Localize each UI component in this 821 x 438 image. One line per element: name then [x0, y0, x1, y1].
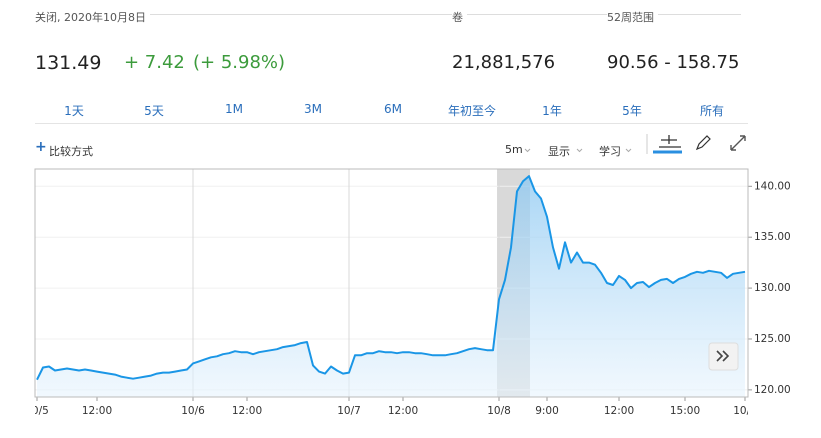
x-labels: 10/5 12:00 10/6 12:00 10/7 12:00 10/8 9:00 12:00… — [25, 405, 757, 417]
volume-label: 卷 — [452, 9, 467, 25]
x-tick-label: 12:00 — [388, 405, 418, 417]
change: + 7.42 — [124, 52, 185, 73]
y-tick-label: 125.00 — [754, 333, 791, 345]
display-dropdown[interactable]: 显示 — [548, 145, 570, 158]
plus-icon[interactable]: + — [35, 139, 47, 155]
caret — [576, 148, 583, 153]
expand-icon[interactable] — [730, 135, 746, 151]
dropdown-carets — [524, 148, 632, 153]
price-line — [36, 175, 746, 381]
draw-icon[interactable] — [695, 135, 711, 151]
compare-button[interactable]: 比较方式 — [49, 145, 93, 158]
x-tick-label: 10/8 — [487, 405, 511, 417]
x-tick-label: 12:00 — [82, 405, 112, 417]
x-tick-label: 10/5 — [25, 405, 49, 417]
x-tick-label: 12:00 — [604, 405, 634, 417]
study-dropdown[interactable]: 学习 — [599, 145, 621, 158]
close-label: 关闭, 2020年10月8日 — [35, 9, 150, 25]
y-tick-label: 135.00 — [754, 231, 791, 243]
x-tick-label: 15:00 — [670, 405, 700, 417]
volume: 21,881,576 — [452, 52, 556, 73]
crosshair-icon[interactable] — [659, 135, 681, 148]
area-fill — [37, 176, 745, 397]
plot-border — [34, 168, 749, 398]
scroll-icon — [716, 350, 730, 362]
caret — [524, 148, 531, 153]
caret — [625, 148, 632, 153]
range-tab[interactable]: 所有 — [699, 104, 725, 118]
range-tab[interactable]: 1M — [225, 102, 243, 116]
y-tick-label: 140.00 — [754, 180, 791, 192]
tool-icons[interactable] — [645, 132, 750, 156]
range-label: 52周范围 — [607, 9, 658, 25]
range: 90.56 - 158.75 — [607, 52, 740, 73]
range-tab[interactable]: 5天 — [144, 104, 164, 118]
x-tick-label: 10/7 — [337, 405, 361, 417]
price: 131.49 — [35, 52, 102, 74]
range-tab[interactable]: 6M — [384, 102, 402, 116]
range-tab[interactable]: 年初至今 — [447, 104, 497, 118]
range-tab[interactable]: 3M — [304, 102, 322, 116]
scroll-button-bg — [708, 342, 739, 371]
tab-rule — [35, 123, 748, 124]
range-tab[interactable]: 1天 — [64, 104, 84, 118]
range-tab[interactable]: 5年 — [622, 104, 642, 118]
scroll-button[interactable] — [708, 342, 739, 371]
x-tick-label: 10/9 — [733, 405, 757, 417]
x-tick-label: 10/6 — [181, 405, 205, 417]
range-tab[interactable]: 1年 — [542, 104, 562, 118]
x-tick-label: 9:00 — [535, 405, 559, 417]
interval-dropdown[interactable]: 5m — [505, 143, 523, 156]
change-pct: (+ 5.98%) — [193, 52, 286, 73]
top-rule — [35, 14, 741, 15]
y-tick-label: 130.00 — [754, 282, 791, 294]
x-tick-label: 12:00 — [232, 405, 262, 417]
y-tick-label: 120.00 — [754, 384, 791, 396]
